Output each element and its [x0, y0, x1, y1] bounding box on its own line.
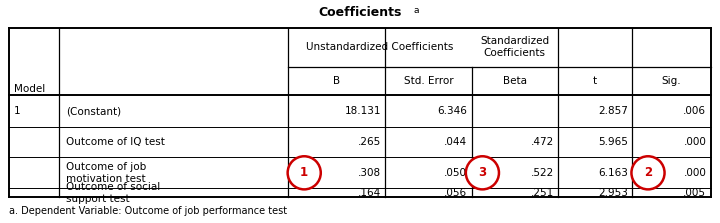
Text: .265: .265 — [358, 137, 381, 147]
Text: .050: .050 — [444, 168, 467, 178]
Text: Std. Error: Std. Error — [404, 76, 453, 86]
Text: .056: .056 — [444, 188, 467, 198]
Text: Beta: Beta — [503, 76, 527, 86]
Text: Outcome of social
support test: Outcome of social support test — [66, 182, 161, 204]
Text: .164: .164 — [358, 188, 381, 198]
Ellipse shape — [631, 156, 665, 189]
Text: a: a — [414, 6, 420, 14]
Text: Standardized
Coefficients: Standardized Coefficients — [480, 36, 549, 58]
Text: .006: .006 — [683, 106, 706, 116]
Text: .522: .522 — [531, 168, 554, 178]
Text: .005: .005 — [683, 188, 706, 198]
Text: .000: .000 — [683, 137, 706, 147]
Text: .472: .472 — [531, 137, 554, 147]
Text: (Constant): (Constant) — [66, 106, 122, 116]
Text: .044: .044 — [444, 137, 467, 147]
Text: B: B — [333, 76, 340, 86]
Text: 3: 3 — [478, 166, 487, 179]
Text: 2.857: 2.857 — [598, 106, 628, 116]
Text: .251: .251 — [531, 188, 554, 198]
Text: .000: .000 — [683, 168, 706, 178]
Text: Sig.: Sig. — [662, 76, 681, 86]
Ellipse shape — [288, 156, 321, 189]
Text: 6.163: 6.163 — [598, 168, 628, 178]
Text: Coefficients: Coefficients — [318, 6, 402, 19]
Text: 5.965: 5.965 — [598, 137, 628, 147]
Text: 6.346: 6.346 — [438, 106, 467, 116]
Text: 1: 1 — [14, 106, 20, 116]
Text: t: t — [593, 76, 597, 86]
Text: Unstandardized Coefficients: Unstandardized Coefficients — [306, 42, 454, 52]
Text: 2.953: 2.953 — [598, 188, 628, 198]
Ellipse shape — [466, 156, 499, 189]
Text: .308: .308 — [358, 168, 381, 178]
Text: Model: Model — [14, 84, 45, 94]
Text: Outcome of job
motivation test: Outcome of job motivation test — [66, 162, 146, 184]
Text: 2: 2 — [644, 166, 652, 179]
Text: 1: 1 — [300, 166, 308, 179]
Text: a. Dependent Variable: Outcome of job performance test: a. Dependent Variable: Outcome of job pe… — [9, 206, 287, 216]
Text: Outcome of IQ test: Outcome of IQ test — [66, 137, 165, 147]
Text: 18.131: 18.131 — [344, 106, 381, 116]
